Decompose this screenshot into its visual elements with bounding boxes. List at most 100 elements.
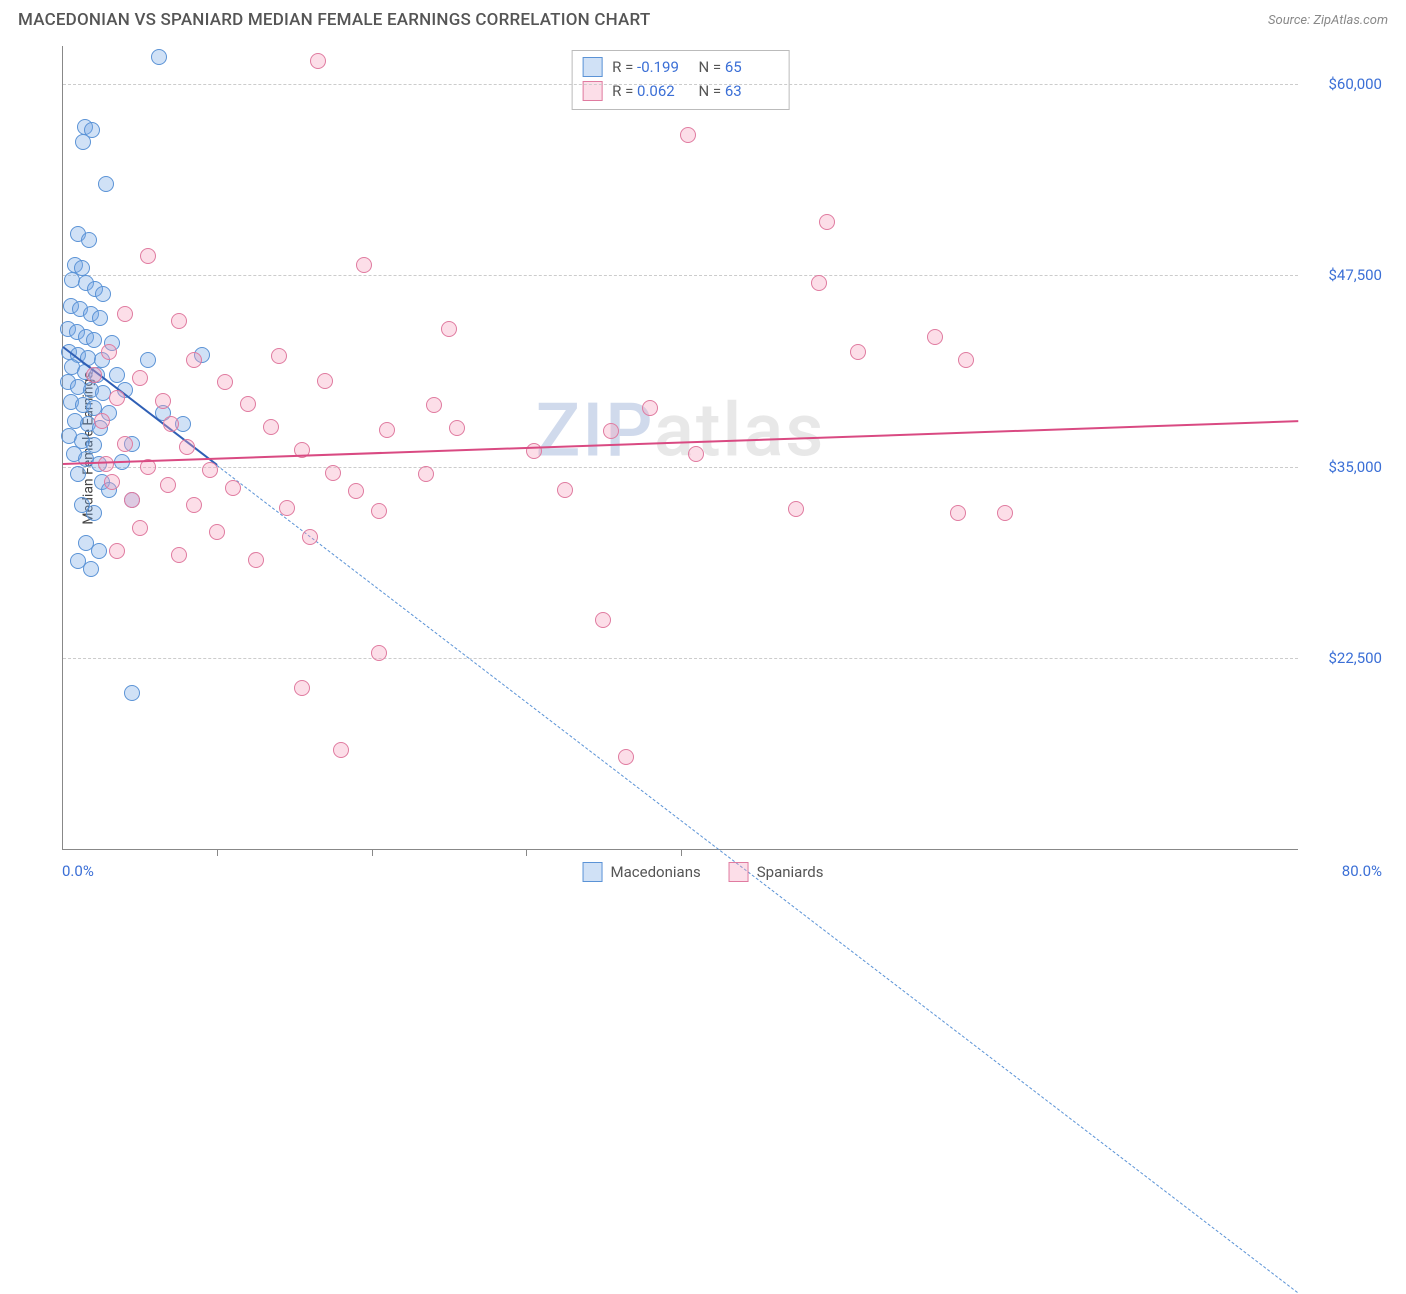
x-tick [526,849,527,856]
legend-label: Spaniards [757,863,824,881]
data-point-spaniards [86,367,102,383]
data-point-spaniards [117,436,133,452]
data-point-spaniards [186,497,202,513]
source-prefix: Source: [1268,13,1313,28]
data-point-spaniards [117,306,133,322]
y-tick-label: $22,500 [1304,649,1382,667]
source-name: ZipAtlas.com [1313,13,1388,28]
data-point-spaniards [132,370,148,386]
y-tick-label: $47,500 [1304,266,1382,284]
data-point-spaniards [302,529,318,545]
data-point-spaniards [109,543,125,559]
corr-row-macedonians: R = -0.199 N = 65 [582,55,779,79]
legend-item-macedonians: Macedonians [583,862,701,882]
data-point-spaniards [379,422,395,438]
data-point-macedonians [124,685,140,701]
data-point-macedonians [151,49,167,65]
data-point-spaniards [171,313,187,329]
data-point-spaniards [788,501,804,517]
data-point-macedonians [86,332,102,348]
data-point-spaniards [441,321,457,337]
series-legend: Macedonians Spaniards [583,862,824,882]
data-point-spaniards [160,477,176,493]
plot-region: ZIPatlas R = -0.199 N = 65 R = 0.062 N = … [62,46,1298,850]
data-point-spaniards [240,396,256,412]
x-tick [217,849,218,856]
legend-label: Macedonians [611,863,701,881]
data-point-spaniards [225,480,241,496]
data-point-spaniards [104,474,120,490]
y-tick-label: $35,000 [1304,458,1382,476]
chart-header: MACEDONIAN VS SPANIARD MEDIAN FEMALE EAR… [0,0,1406,36]
watermark: ZIPatlas [536,388,826,475]
data-point-spaniards [325,465,341,481]
data-point-spaniards [163,416,179,432]
data-point-spaniards [263,419,279,435]
data-point-spaniards [811,275,827,291]
correlation-legend: R = -0.199 N = 65 R = 0.062 N = 63 [571,50,790,110]
source-credit: Source: ZipAtlas.com [1268,13,1388,28]
data-point-macedonians [92,310,108,326]
data-point-macedonians [75,134,91,150]
data-point-spaniards [202,462,218,478]
data-point-spaniards [595,612,611,628]
data-point-spaniards [140,248,156,264]
data-point-spaniards [850,344,866,360]
data-point-spaniards [819,214,835,230]
data-point-spaniards [680,127,696,143]
data-point-spaniards [418,466,434,482]
data-point-spaniards [94,413,110,429]
data-point-spaniards [348,483,364,499]
data-point-spaniards [618,749,634,765]
swatch-icon [729,862,749,882]
data-point-macedonians [83,561,99,577]
data-point-macedonians [95,286,111,302]
data-point-macedonians [86,505,102,521]
data-point-spaniards [426,397,442,413]
data-point-spaniards [356,257,372,273]
data-point-spaniards [279,500,295,516]
data-point-spaniards [927,329,943,345]
data-point-spaniards [217,374,233,390]
data-point-spaniards [688,446,704,462]
chart-title: MACEDONIAN VS SPANIARD MEDIAN FEMALE EAR… [18,10,650,30]
legend-item-spaniards: Spaniards [729,862,824,882]
swatch-icon [583,862,603,882]
data-point-macedonians [98,176,114,192]
gridline [63,275,1298,276]
data-point-spaniards [371,503,387,519]
gridline [63,84,1298,85]
data-point-macedonians [109,367,125,383]
data-point-macedonians [91,543,107,559]
data-point-spaniards [186,352,202,368]
data-point-macedonians [140,352,156,368]
data-point-spaniards [171,547,187,563]
data-point-spaniards [248,552,264,568]
corr-row-spaniards: R = 0.062 N = 63 [582,79,779,103]
data-point-spaniards [958,352,974,368]
data-point-spaniards [109,390,125,406]
gridline [63,658,1298,659]
gridline [63,467,1298,468]
data-point-spaniards [101,344,117,360]
chart-area: Median Female Earnings ZIPatlas R = -0.1… [18,46,1388,850]
data-point-spaniards [603,423,619,439]
x-axis-min-label: 0.0% [62,862,94,880]
data-point-spaniards [155,393,171,409]
y-tick-label: $60,000 [1304,75,1382,93]
x-axis-row: 0.0% Macedonians Spaniards 80.0% [18,856,1388,884]
data-point-spaniards [950,505,966,521]
data-point-macedonians [81,232,97,248]
regression-line-macedonians [63,347,1298,1292]
swatch-icon [582,57,602,77]
x-axis-max-label: 80.0% [1342,862,1382,880]
x-tick [372,849,373,856]
data-point-spaniards [317,373,333,389]
data-point-spaniards [209,524,225,540]
data-point-spaniards [642,400,658,416]
data-point-spaniards [557,482,573,498]
corr-text: R = -0.199 N = 65 [612,58,779,76]
data-point-spaniards [271,348,287,364]
data-point-spaniards [371,645,387,661]
data-point-spaniards [179,439,195,455]
